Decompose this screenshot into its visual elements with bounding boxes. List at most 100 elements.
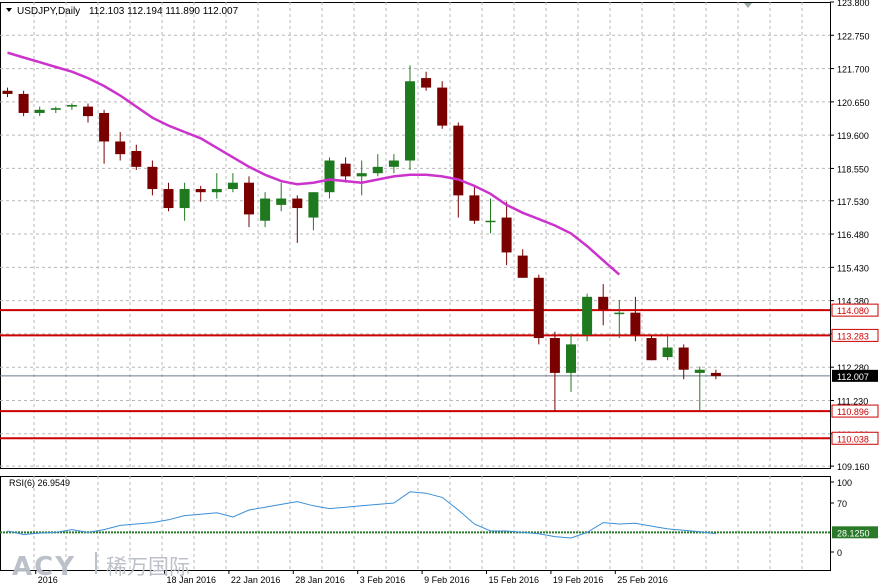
y-tick-label: 109.160 xyxy=(837,462,870,472)
candle-body xyxy=(131,150,142,167)
dropdown-triangle-icon[interactable] xyxy=(6,8,12,12)
symbol-label: USDJPY,Daily xyxy=(17,6,80,17)
x-tick-label: 9 Feb 2016 xyxy=(424,575,470,585)
watermark-divider xyxy=(95,552,97,574)
chart-shift-marker-icon[interactable] xyxy=(744,3,752,8)
level-badge-label: 113.283 xyxy=(837,331,869,341)
candle-body xyxy=(308,192,319,218)
candle-body xyxy=(66,105,77,107)
time-axis: 2016 18 Jan 2016 22 Jan 2016 28 Jan 2016 3 F… xyxy=(35,570,668,585)
y-tick-label: 112.280 xyxy=(837,363,869,373)
candle-body xyxy=(549,338,560,373)
candle-body xyxy=(50,108,61,110)
y-tick-label: 119.600 xyxy=(837,131,869,141)
level-badge-label: 110.896 xyxy=(837,407,869,417)
x-tick-label: 28 Jan 2016 xyxy=(295,575,345,585)
level-badge xyxy=(831,431,879,445)
candle-body xyxy=(83,106,93,117)
candle-body xyxy=(115,141,126,155)
x-tick-label: 3 Feb 2016 xyxy=(360,575,406,585)
y-tick-label: 123.800 xyxy=(837,0,870,8)
y-tick-label: 111.230 xyxy=(837,396,868,406)
candle-body xyxy=(227,182,238,190)
candle-body xyxy=(614,312,625,315)
candle-body xyxy=(469,195,480,221)
candle-body xyxy=(276,198,287,205)
candle-body xyxy=(340,163,351,177)
y-tick-label: 114.380 xyxy=(837,297,869,307)
y-tick-label: 117.530 xyxy=(837,197,869,207)
level-badge xyxy=(831,303,879,317)
candle-body xyxy=(533,277,544,339)
level-badge-label: 114.080 xyxy=(837,306,869,316)
y-tick-label: 118.550 xyxy=(837,164,869,174)
candle-body xyxy=(453,125,464,196)
candle-body xyxy=(99,112,110,142)
x-tick-label: 19 Feb 2016 xyxy=(553,575,604,585)
rsi-panel: 100 70 0 28.1250 xyxy=(0,478,878,558)
x-tick-label: 25 Feb 2016 xyxy=(617,575,668,585)
candle-body xyxy=(501,217,512,253)
candle-body xyxy=(646,338,657,361)
x-tick-label: 15 Feb 2016 xyxy=(489,575,540,585)
grid xyxy=(0,2,831,571)
candle-body xyxy=(598,296,609,310)
candle-body xyxy=(372,166,383,174)
watermark: ACY 稀万国际 xyxy=(12,552,190,582)
y-tick-label: 121.700 xyxy=(837,65,870,75)
moving-average-line xyxy=(7,51,621,276)
candle-body xyxy=(662,347,673,358)
horizontal-levels xyxy=(0,309,830,440)
current-price-label: 112.007 xyxy=(837,372,869,382)
ohlc-values: 112.103 112.194 111.890 112.007 xyxy=(89,6,239,17)
y-tick-label: 116.480 xyxy=(837,230,869,240)
watermark-brand: ACY xyxy=(12,552,76,582)
level-badge xyxy=(831,328,879,342)
rsi-plot-frame xyxy=(0,476,831,571)
candle-body xyxy=(163,189,174,209)
rsi-tick-label: 0 xyxy=(837,548,842,558)
x-tick-label: 2016 xyxy=(38,575,58,585)
candle-body xyxy=(421,78,432,88)
candle-body xyxy=(710,372,721,377)
candle-body xyxy=(179,189,190,209)
price-badges: 114.080 113.283 110.896 110.038 112.007 xyxy=(831,303,879,445)
candle-body xyxy=(437,87,448,126)
y-tick-label: 122.750 xyxy=(837,31,870,41)
x-tick-label: 22 Jan 2016 xyxy=(231,575,281,585)
rsi-tick-label: 100 xyxy=(837,478,852,488)
rsi-level-badge xyxy=(832,526,878,539)
main-plot-frame xyxy=(0,2,831,469)
x-tick-label: 18 Jan 2016 xyxy=(167,575,217,585)
candle-body xyxy=(694,369,705,373)
candle-body xyxy=(566,344,576,373)
candle-body xyxy=(582,296,593,335)
candle-body xyxy=(195,189,206,193)
candle-body xyxy=(324,160,335,193)
rsi-tick-label: 70 xyxy=(837,499,847,509)
candle-body xyxy=(260,198,271,221)
candle-body xyxy=(485,220,496,223)
level-badge-label: 110.038 xyxy=(837,434,869,444)
y-tick-label: 120.650 xyxy=(837,98,870,108)
candle-body xyxy=(356,173,367,177)
candle-body xyxy=(388,160,399,167)
candle-body xyxy=(292,198,303,209)
y-tick-label: 115.430 xyxy=(837,263,869,273)
candle-body xyxy=(244,182,254,215)
candle-body xyxy=(34,109,45,113)
level-badge xyxy=(831,404,879,418)
current-price-badge xyxy=(832,369,878,382)
candle-body xyxy=(630,312,641,335)
watermark-chinese: 稀万国际 xyxy=(106,555,190,579)
candle-body xyxy=(147,166,158,190)
candles xyxy=(2,65,721,411)
rsi-line xyxy=(7,491,716,539)
price-axis: 123.800 122.750 121.700 120.650 119.600 118.5… xyxy=(830,0,870,472)
rsi-level-label: 28.1250 xyxy=(837,528,870,538)
candle-body xyxy=(517,255,528,278)
candle-body xyxy=(211,189,222,193)
svg-text:USDJPY,Daily 112.103 112: USDJPY,Daily 112.103 112.194 111.890 112… xyxy=(17,6,239,17)
candle-body xyxy=(405,81,415,161)
